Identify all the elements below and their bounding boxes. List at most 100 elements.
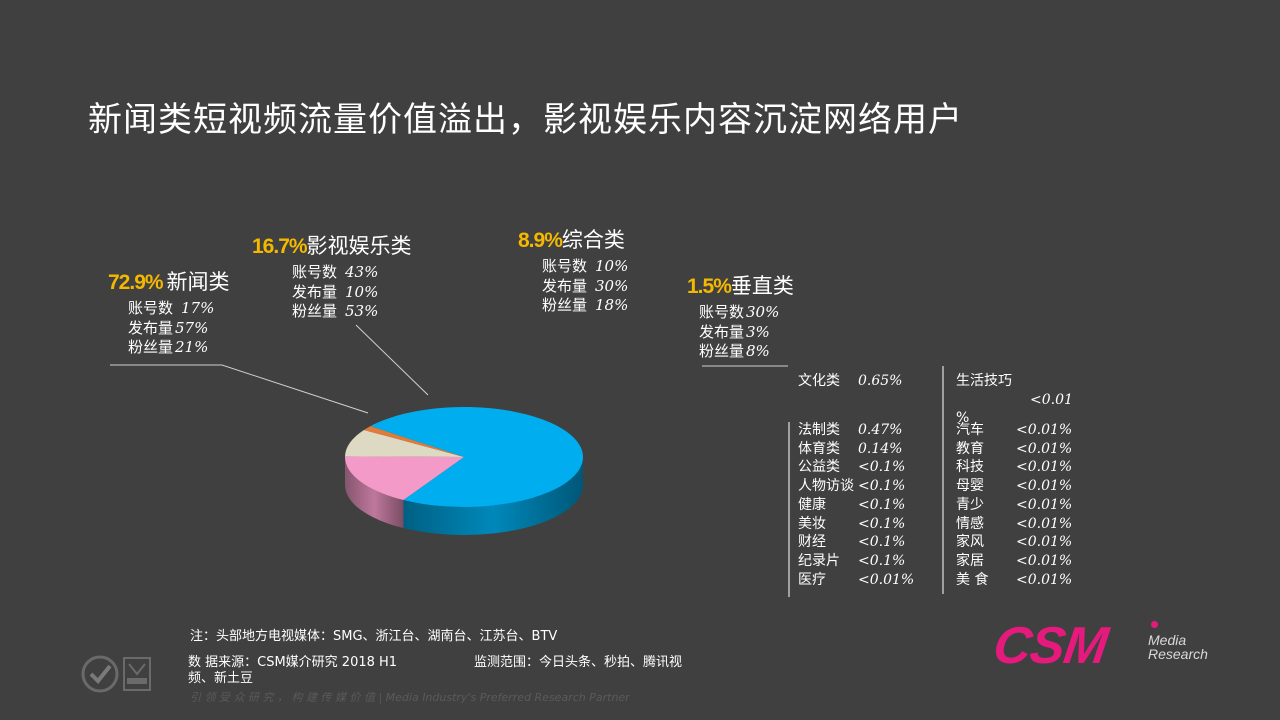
leader-line — [110, 364, 369, 414]
label-metrics: 账号数 17% 发布量 57% 粉丝量 21% — [128, 299, 230, 358]
sub-row: 美 食 <0.01% — [956, 571, 1072, 590]
sub-row: 美妆 <0.1% — [798, 515, 914, 534]
sub-name: 教育 — [956, 440, 984, 457]
label-entertainment: 16.7%影视娱乐类 账号数 43% 发布量 10% 粉丝量 53% — [252, 230, 412, 322]
sub-row: 公益类 <0.1% — [798, 458, 914, 477]
sub-row: 母婴 <0.01% — [956, 477, 1072, 496]
sub-name: 家风 — [956, 534, 984, 551]
pie-slice-side — [345, 457, 404, 529]
metric-name: 发布量 — [128, 318, 174, 337]
sub-name: 体育类 — [798, 440, 840, 457]
metric-value: 8% — [746, 342, 770, 360]
metric-name: 粉丝量 — [699, 342, 745, 360]
sub-row: 体育类 0.14% — [798, 440, 914, 459]
sub-name: 生活技巧 — [956, 373, 1012, 389]
sub-value: <0.1% — [858, 534, 906, 551]
sub-row: 情感 <0.01% — [956, 515, 1072, 534]
sub-value-suffix: % — [956, 410, 970, 427]
sub-row: 法制类 0.47% — [798, 421, 914, 440]
footer-tagline: 引 领 受 众 研 究 ， 构 建 传 媒 价 值 | Media Indust… — [190, 691, 630, 704]
sub-name: 健康 — [798, 496, 826, 513]
sub-name: 财经 — [798, 534, 826, 551]
sub-name: 家居 — [956, 552, 984, 569]
label-name: 综合类 — [561, 228, 625, 252]
metric-name: 粉丝量 — [292, 302, 338, 320]
csm-logo: CSM — [989, 617, 1111, 675]
label-metrics: 账号数 43% 发布量 10% 粉丝量 53% — [292, 263, 412, 322]
certification-seal-icon — [81, 655, 151, 693]
page-title: 新闻类短视频流量价值溢出，影视娱乐内容沉淀网络用户 — [88, 100, 963, 140]
label-news: 72.9% 新闻类 账号数 17% 发布量 57% 粉丝量 21% — [108, 266, 230, 358]
metric-name: 发布量 — [699, 322, 745, 341]
sub-value: <0.01% — [1016, 440, 1073, 457]
sub-row: 教育 <0.01% — [956, 440, 1072, 459]
sub-value: <0.01% — [1016, 422, 1073, 438]
sub-name: 法制类 — [798, 422, 840, 438]
sub-row: 家风 <0.01% — [956, 533, 1072, 552]
sub-value: <0.01 — [1030, 391, 1073, 408]
sub-name: 公益类 — [798, 459, 840, 476]
label-metrics: 账号数 30% 发布量 3% 粉丝量 8% — [699, 303, 794, 362]
logo-dot-icon — [1151, 621, 1158, 628]
metric-value: 3% — [746, 322, 770, 341]
pie-slice — [370, 407, 583, 508]
sub-value: <0.1% — [858, 478, 906, 495]
sub-name: 青少 — [956, 496, 984, 513]
sub-value: <0.01% — [1016, 515, 1073, 532]
sub-row: 家居 <0.01% — [956, 552, 1072, 571]
vertical-breakdown-right-head: 生活技巧 <0.01 % — [956, 372, 1073, 428]
label-name: 垂直类 — [730, 274, 794, 298]
sub-value: <0.1% — [858, 496, 906, 513]
sub-row: 科技 <0.01% — [956, 458, 1072, 477]
vertical-breakdown-left: 法制类 0.47% 体育类 0.14% 公益类 <0.1% 人物访谈 <0.1% 健康 <0.1%… — [798, 421, 914, 589]
sub-value: <0.01% — [1016, 552, 1073, 569]
sub-value: <0.01% — [1016, 534, 1073, 551]
vertical-breakdown-right: 汽车 <0.01% 教育 <0.01% 科技 <0.01% 母婴 <0.01% 青少 <0.01%… — [956, 421, 1072, 589]
metric-value: 30% — [595, 276, 629, 295]
label-general: 8.9%综合类 账号数 10% 发布量 30% 粉丝量 18% — [518, 224, 628, 316]
logo-subtitle: Media Research — [1148, 633, 1208, 661]
label-pct: 8.9% — [518, 229, 563, 252]
sub-row: 医疗 <0.01% — [798, 571, 914, 590]
sub-value: <0.01% — [858, 571, 915, 588]
metric-value: 57% — [175, 318, 209, 337]
label-pct: 16.7% — [252, 235, 308, 258]
sub-name: 情感 — [956, 515, 984, 532]
metric-value: 43% — [345, 263, 379, 281]
vertical-breakdown-left-head: 文化类 0.65% — [798, 372, 902, 391]
label-vertical: 1.5%垂直类 账号数 30% 发布量 3% 粉丝量 8% — [687, 270, 794, 362]
footer-source: 数 据来源：CSM媒介研究 2018 H1 — [188, 655, 398, 670]
sub-row: 汽车 <0.01% — [956, 421, 1072, 440]
pie-slice — [345, 429, 464, 457]
metric-name: 粉丝量 — [542, 296, 588, 314]
sub-value: 0.47% — [858, 422, 903, 438]
metric-value: 53% — [345, 302, 379, 320]
logo-line2: Research — [1148, 646, 1208, 662]
label-pct: 1.5% — [687, 275, 732, 298]
sub-name: 美妆 — [798, 515, 826, 532]
sub-row: 健康 <0.1% — [798, 496, 914, 515]
sub-row: 青少 <0.01% — [956, 496, 1072, 515]
pie-slice — [345, 456, 464, 501]
sub-row: 纪录片 <0.1% — [798, 552, 914, 571]
metric-value: 17% — [181, 299, 215, 317]
sub-value: <0.01% — [1016, 478, 1073, 495]
footer-note: 注：头部地方电视媒体：SMG、浙江台、湖南台、江苏台、BTV — [190, 629, 558, 644]
sub-row: 人物访谈 <0.1% — [798, 477, 914, 496]
sub-name: 纪录片 — [798, 552, 840, 569]
logo-line1: Media — [1148, 632, 1187, 648]
footer-scope: 监测范围：今日头条、秒拍、腾讯视 — [474, 655, 683, 670]
metric-value: 18% — [595, 296, 629, 314]
metric-value: 10% — [345, 282, 379, 301]
sub-value: 0.14% — [858, 440, 903, 457]
label-pct: 72.9% — [108, 271, 164, 294]
sub-value: <0.1% — [858, 552, 906, 569]
sub-name: 科技 — [956, 459, 984, 476]
sub-name: 美 食 — [956, 571, 989, 588]
metric-name: 账号数 — [128, 299, 174, 317]
metric-value: 30% — [746, 303, 780, 321]
sub-value: <0.1% — [858, 515, 906, 532]
sub-name: 人物访谈 — [798, 478, 854, 495]
metric-value: 21% — [175, 338, 209, 356]
